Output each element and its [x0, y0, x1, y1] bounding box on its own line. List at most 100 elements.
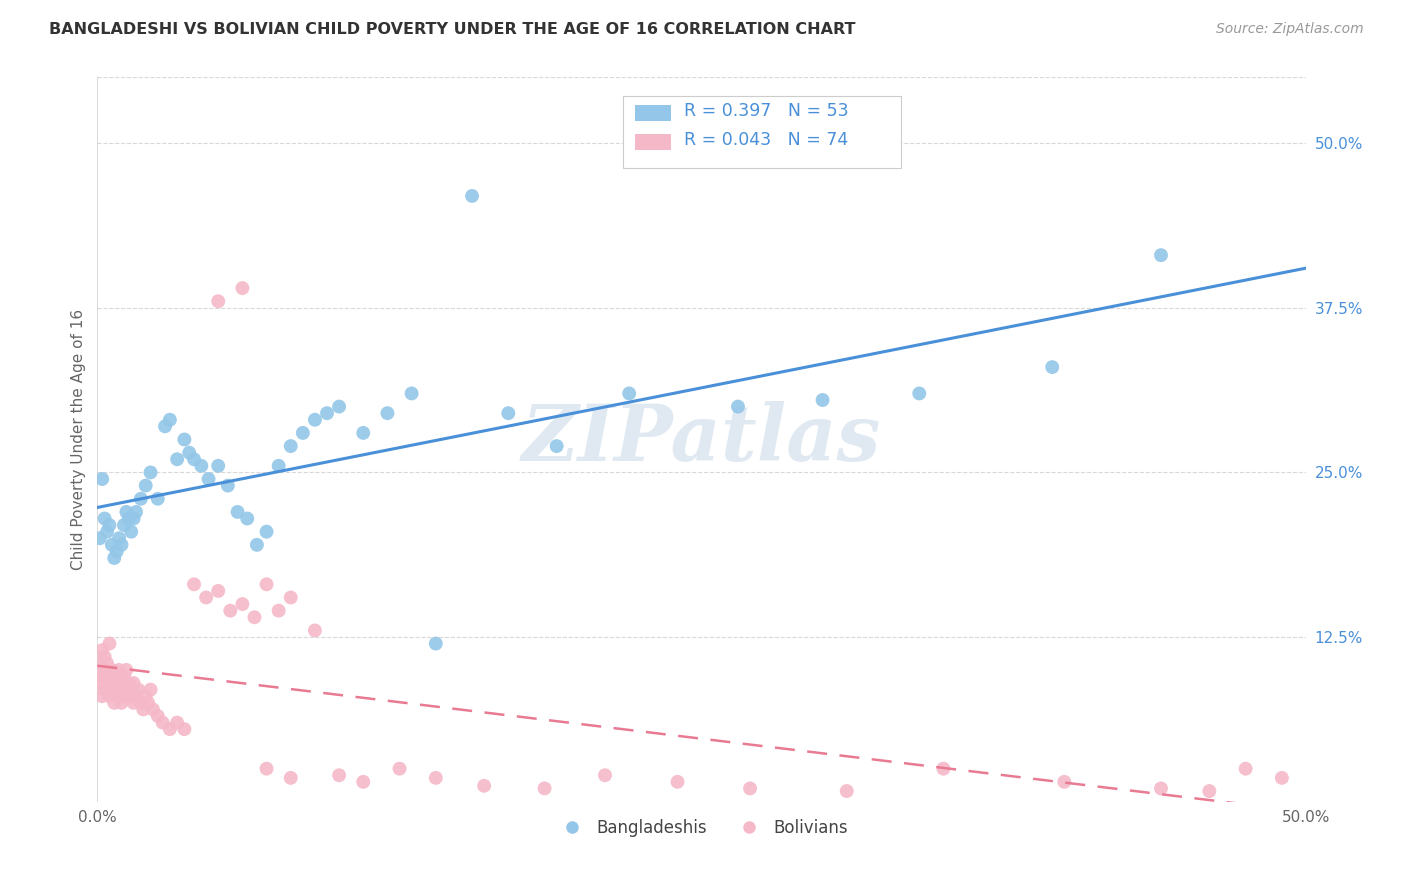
Point [190, 458, 212, 473]
Point [108, 531, 131, 545]
Point [127, 682, 149, 697]
Point [1150, 781, 1173, 796]
Point [1234, 762, 1257, 776]
Point [89, 676, 111, 690]
Text: BANGLADESHI VS BOLIVIAN CHILD POVERTY UNDER THE AGE OF 16 CORRELATION CHART: BANGLADESHI VS BOLIVIAN CHILD POVERTY UN… [49, 22, 856, 37]
Point [108, 682, 131, 697]
Point [166, 452, 188, 467]
Point [236, 511, 259, 525]
Point [96, 676, 118, 690]
Point [304, 624, 326, 638]
Point [105, 690, 128, 704]
Point [811, 392, 834, 407]
Point [328, 768, 350, 782]
Point [166, 715, 188, 730]
Point [122, 696, 145, 710]
Point [246, 538, 269, 552]
Point [217, 478, 239, 492]
Point [96, 657, 118, 671]
Point [1198, 784, 1220, 798]
Point [101, 682, 124, 697]
FancyBboxPatch shape [623, 95, 901, 168]
Y-axis label: Child Poverty Under the Age of 16: Child Poverty Under the Age of 16 [72, 309, 86, 570]
Point [195, 591, 218, 605]
Point [280, 771, 302, 785]
Point [159, 722, 181, 736]
Point [183, 452, 205, 467]
Point [91, 669, 114, 683]
Point [110, 538, 132, 552]
Point [110, 696, 132, 710]
Point [256, 577, 278, 591]
Point [593, 768, 616, 782]
Point [352, 425, 374, 440]
Point [256, 524, 278, 539]
Point [103, 696, 125, 710]
Point [115, 682, 138, 697]
Point [89, 531, 111, 545]
Point [461, 189, 484, 203]
Point [226, 505, 249, 519]
Point [142, 702, 165, 716]
Point [129, 696, 152, 710]
Point [146, 491, 169, 506]
Point [101, 538, 124, 552]
Point [115, 505, 138, 519]
Point [256, 762, 278, 776]
Point [207, 294, 229, 309]
Point [120, 524, 142, 539]
Point [219, 604, 242, 618]
Point [93, 649, 115, 664]
Point [146, 709, 169, 723]
Bar [636, 134, 672, 150]
Point [304, 413, 326, 427]
Point [197, 472, 219, 486]
Point [98, 669, 121, 683]
Point [159, 413, 181, 427]
Point [533, 781, 555, 796]
Point [101, 663, 124, 677]
Point [727, 400, 749, 414]
Point [118, 676, 141, 690]
Point [267, 458, 290, 473]
Point [401, 386, 423, 401]
Point [207, 458, 229, 473]
Point [108, 663, 131, 677]
Point [388, 762, 411, 776]
Point [173, 722, 195, 736]
Point [617, 386, 640, 401]
Point [112, 518, 135, 533]
Point [328, 400, 350, 414]
Point [112, 669, 135, 683]
Point [135, 690, 157, 704]
Point [908, 386, 931, 401]
Text: Source: ZipAtlas.com: Source: ZipAtlas.com [1216, 22, 1364, 37]
Point [93, 682, 115, 697]
Point [291, 425, 314, 440]
Bar [636, 105, 672, 121]
Point [118, 511, 141, 525]
Point [98, 690, 121, 704]
Point [105, 544, 128, 558]
Point [472, 779, 495, 793]
Text: ZIPatlas: ZIPatlas [522, 401, 882, 478]
Point [173, 433, 195, 447]
Point [1040, 360, 1063, 375]
Point [98, 637, 121, 651]
Point [91, 690, 114, 704]
Point [352, 774, 374, 789]
Point [207, 583, 229, 598]
Point [125, 690, 148, 704]
Point [112, 690, 135, 704]
Point [120, 690, 142, 704]
Point [498, 406, 520, 420]
Point [139, 466, 162, 480]
Point [122, 511, 145, 525]
Text: R = 0.043   N = 74: R = 0.043 N = 74 [683, 131, 848, 150]
Point [267, 604, 290, 618]
Point [105, 669, 128, 683]
Point [89, 657, 111, 671]
Point [103, 676, 125, 690]
Point [136, 696, 159, 710]
Point [666, 774, 689, 789]
